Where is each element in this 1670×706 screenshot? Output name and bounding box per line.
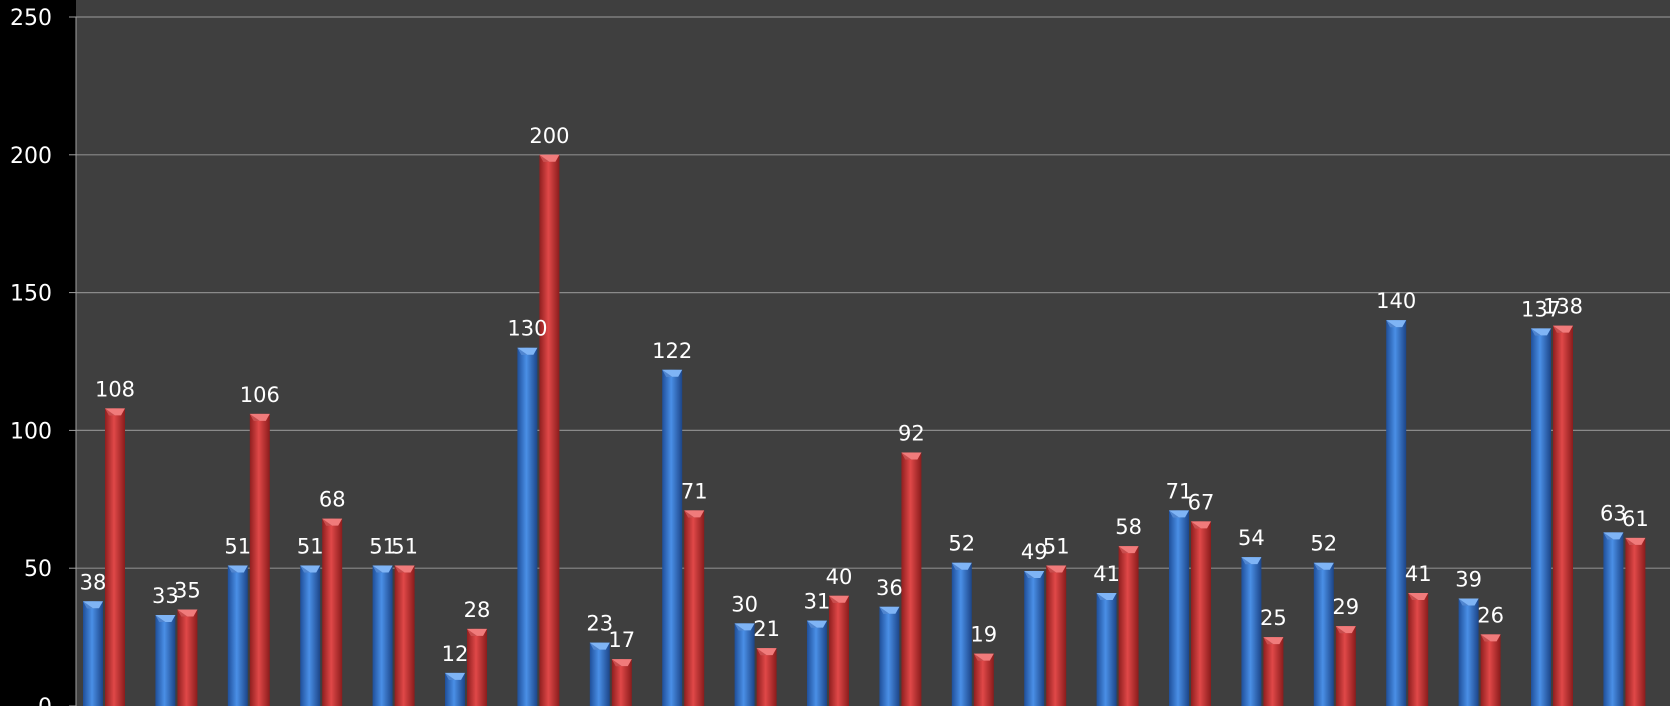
bar-red <box>1046 565 1067 706</box>
data-label-blue: 140 <box>1376 289 1416 313</box>
bar-red <box>467 628 487 706</box>
bar-red <box>394 565 415 706</box>
data-label-blue: 71 <box>1166 479 1193 503</box>
data-label-blue: 38 <box>80 570 107 594</box>
bar-red <box>829 595 849 706</box>
bar-red <box>1408 593 1429 706</box>
bar-blue <box>83 601 103 706</box>
data-label-blue: 51 <box>224 534 251 558</box>
data-label-blue: 52 <box>948 532 975 556</box>
bar-blue <box>1603 532 1624 706</box>
data-label-red: 71 <box>681 479 708 503</box>
data-label-red: 200 <box>529 124 569 148</box>
data-label-blue: 30 <box>731 592 758 616</box>
bar-blue <box>1241 557 1262 706</box>
data-label-red: 28 <box>464 598 491 622</box>
data-label-red: 29 <box>1332 595 1359 619</box>
data-label-red: 61 <box>1622 507 1649 531</box>
bar-red <box>105 408 125 706</box>
data-label-blue: 51 <box>297 534 324 558</box>
data-label-red: 106 <box>240 383 280 407</box>
bar-red <box>611 659 632 706</box>
data-label-red: 40 <box>826 565 853 589</box>
bar-blue <box>1458 598 1479 706</box>
data-label-red: 21 <box>753 617 780 641</box>
bar-red <box>177 609 198 706</box>
bar-red <box>1480 634 1501 706</box>
bar-red <box>756 648 777 706</box>
bar-blue <box>807 620 827 706</box>
bar-red <box>1553 325 1573 706</box>
data-label-blue: 41 <box>1093 562 1120 586</box>
bar-red <box>901 452 922 706</box>
bar-blue <box>1386 320 1407 706</box>
data-label-red: 51 <box>1043 534 1070 558</box>
data-label-red: 35 <box>174 579 201 603</box>
data-labels: 3810833355110651685151122813020023171227… <box>80 124 1649 666</box>
bar-blue <box>1024 570 1045 706</box>
y-tick-label: 0 <box>38 695 52 706</box>
data-label-blue: 39 <box>1455 568 1482 592</box>
bar-blue <box>445 672 465 706</box>
data-label-red: 68 <box>319 488 346 512</box>
data-label-blue: 52 <box>1310 532 1337 556</box>
data-label-red: 19 <box>970 623 997 647</box>
bar-blue <box>1313 562 1334 706</box>
bar-red <box>249 413 270 706</box>
bar-red <box>539 154 560 706</box>
y-tick-label: 50 <box>24 557 52 582</box>
data-label-blue: 31 <box>804 590 831 614</box>
data-label-blue: 122 <box>652 339 692 363</box>
y-tick-label: 100 <box>10 419 52 444</box>
bar-blue <box>1169 510 1189 706</box>
bar-blue <box>1531 328 1551 706</box>
bar-blue <box>517 347 538 706</box>
bar-red <box>1263 637 1284 706</box>
y-tick-label: 200 <box>10 144 52 169</box>
bar-red <box>1625 537 1646 706</box>
y-tick-label: 150 <box>10 282 52 307</box>
bar-red <box>973 653 994 706</box>
bar-red <box>1191 521 1211 706</box>
data-label-red: 41 <box>1405 562 1432 586</box>
data-label-blue: 36 <box>876 576 903 600</box>
data-label-blue: 12 <box>442 642 469 666</box>
data-label-red: 17 <box>608 628 635 652</box>
data-label-blue: 137 <box>1521 297 1561 321</box>
bar-blue <box>372 565 393 706</box>
data-label-red: 67 <box>1188 490 1215 514</box>
bar-blue <box>662 369 683 706</box>
data-label-red: 58 <box>1115 515 1142 539</box>
data-label-red: 26 <box>1477 603 1504 627</box>
bar-blue <box>155 615 176 706</box>
bar-red <box>1335 626 1356 706</box>
data-label-blue: 51 <box>369 534 396 558</box>
data-label-red: 138 <box>1543 295 1583 319</box>
y-tick-label: 250 <box>10 6 52 31</box>
data-label-blue: 33 <box>152 584 179 608</box>
data-label-red: 92 <box>898 421 925 445</box>
bar-blue <box>879 606 900 706</box>
bar-red <box>684 510 705 706</box>
bar-blue <box>951 562 972 706</box>
bar-blue <box>1096 593 1117 706</box>
data-label-blue: 54 <box>1238 526 1265 550</box>
bar-blue <box>300 565 321 706</box>
bars <box>83 154 1646 706</box>
bar-red <box>322 518 343 706</box>
data-label-red: 25 <box>1260 606 1287 630</box>
data-label-blue: 23 <box>586 612 613 636</box>
data-label-red: 108 <box>95 377 135 401</box>
y-axis: 0 50 100 150 200 250 <box>10 6 76 706</box>
bar-blue <box>227 565 248 706</box>
data-label-blue: 63 <box>1600 501 1627 525</box>
bar-red <box>1118 546 1139 706</box>
bar-blue <box>589 642 610 706</box>
data-label-blue: 130 <box>507 317 547 341</box>
data-label-red: 51 <box>391 534 418 558</box>
bar-blue <box>734 623 755 706</box>
data-label-blue: 49 <box>1021 540 1048 564</box>
